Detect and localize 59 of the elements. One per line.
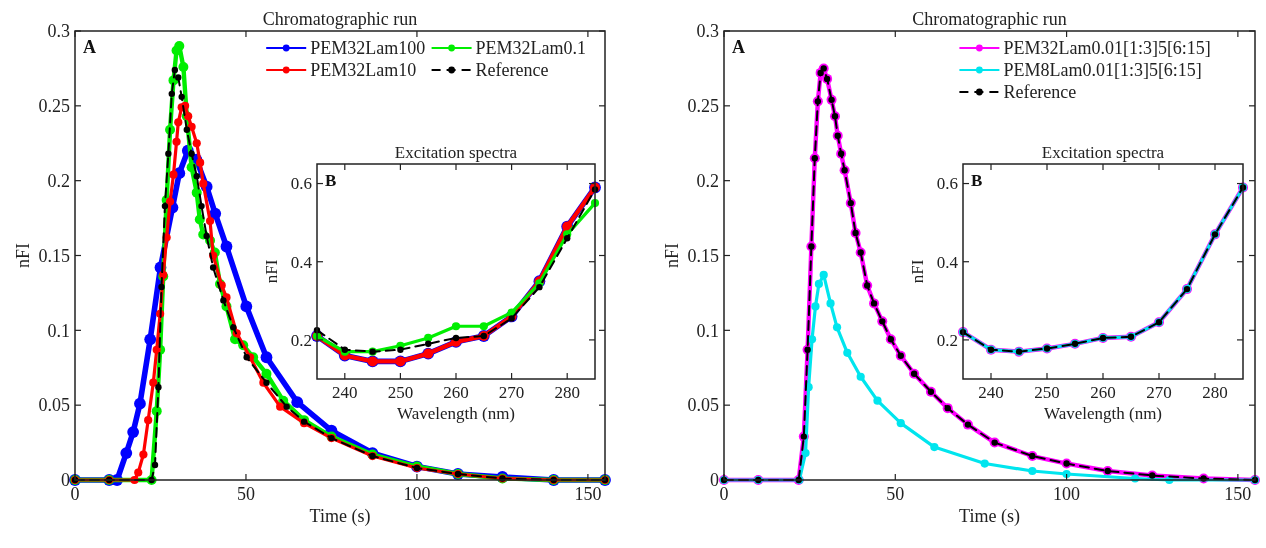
y-tick-label: 0.2 <box>936 330 958 350</box>
chart-title: Excitation spectra <box>394 143 518 162</box>
y-tick-label: 0.6 <box>290 174 312 194</box>
annotation: B <box>325 171 337 190</box>
x-tick-label: 240 <box>978 383 1004 402</box>
y-tick-label: 0.05 <box>38 395 70 416</box>
x-tick-label: 150 <box>574 484 602 504</box>
x-tick-label: 100 <box>1053 484 1081 504</box>
x-tick-label: 250 <box>1034 383 1060 402</box>
annotation: A <box>732 37 745 57</box>
x-tick-label: 50 <box>886 484 905 504</box>
y-tick-label: 0.25 <box>38 96 70 117</box>
x-axis-title: Time (s) <box>959 506 1020 527</box>
y-tick-label: 0.2 <box>290 330 312 350</box>
legend-label: PEM32Lam10 <box>310 60 417 80</box>
y-axis-title: nFI <box>662 242 682 269</box>
y-tick-label: 0.4 <box>290 252 313 272</box>
chart-title: Chromatographic run <box>912 9 1067 29</box>
x-tick-label: 260 <box>1090 383 1116 402</box>
x-axis-title: Wavelength (nm) <box>396 404 516 423</box>
y-tick-label: 0.15 <box>687 245 719 266</box>
legend-label: PEM32Lam100 <box>310 38 426 58</box>
legend-label: Reference <box>475 60 549 80</box>
annotation: B <box>971 171 983 190</box>
y-tick-label: 0.6 <box>936 174 958 194</box>
x-tick-label: 260 <box>443 383 469 402</box>
y-tick-label: 0.3 <box>696 21 719 42</box>
legend-label: PEM32Lam0.1 <box>475 38 587 58</box>
y-tick-label: 0.05 <box>687 395 719 416</box>
legend-label: PEM32Lam0.01[1:3]5[6:15] <box>1003 38 1211 58</box>
y-tick-label: 0.15 <box>38 245 70 266</box>
x-axis-title: Wavelength (nm) <box>1043 404 1163 423</box>
y-axis-title: nFI <box>908 259 927 284</box>
x-tick-label: 150 <box>1224 484 1252 504</box>
y-tick-label: 0 <box>710 470 719 491</box>
y-tick-label: 0.3 <box>47 21 70 42</box>
y-tick-label: 0.2 <box>47 170 70 191</box>
x-axis-title: Time (s) <box>309 506 371 527</box>
x-tick-label: 280 <box>554 383 580 402</box>
y-tick-label: 0 <box>61 470 70 491</box>
x-tick-label: 250 <box>387 383 414 402</box>
y-tick-label: 0.1 <box>47 320 70 341</box>
x-tick-label: 280 <box>1202 383 1228 402</box>
legend-label: PEM8Lam0.01[1:3]5[6:15] <box>1003 60 1202 80</box>
y-tick-label: 0.25 <box>687 96 719 117</box>
x-tick-label: 270 <box>498 383 525 402</box>
annotation: A <box>83 37 96 57</box>
chart-title: Chromatographic run <box>262 9 418 29</box>
x-tick-label: 240 <box>332 383 358 402</box>
y-tick-label: 0.1 <box>696 320 719 341</box>
y-axis-title: nFI <box>262 259 281 284</box>
legend-label: Reference <box>1003 82 1077 102</box>
x-tick-label: 270 <box>1146 383 1172 402</box>
chart-title: Excitation spectra <box>1041 143 1165 162</box>
y-tick-label: 0.2 <box>696 170 719 191</box>
y-tick-label: 0.4 <box>936 252 959 272</box>
y-axis-title: nFI <box>13 242 33 269</box>
x-tick-label: 100 <box>403 484 431 504</box>
x-tick-label: 50 <box>236 484 255 504</box>
